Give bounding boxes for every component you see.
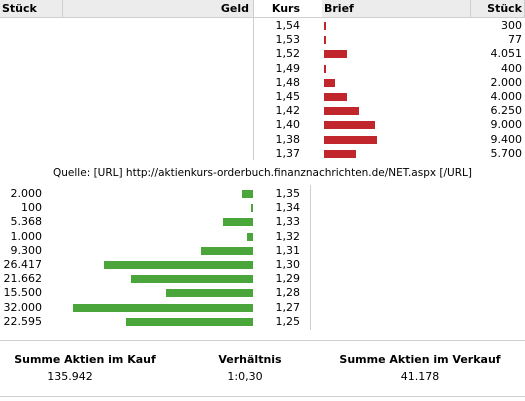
geld-kurs: 1,31: [275, 243, 301, 257]
brief-bar: [324, 135, 377, 144]
geld-kurs: 1,30: [275, 258, 301, 271]
divider: [62, 0, 63, 17]
geld-kurs: 1,29: [275, 272, 301, 286]
header-stueck-left: Stück: [2, 2, 37, 15]
brief-kurs: 1,42: [275, 104, 301, 118]
brief-bar: [324, 64, 326, 73]
brief-kurs: 1,49: [275, 61, 301, 75]
brief-stueck: 6.250: [490, 104, 523, 118]
summary-verkauf-value: 41.178: [400, 370, 440, 383]
header-brief: Brief: [324, 2, 354, 15]
geld-bar: [201, 246, 253, 255]
brief-kurs: 1,54: [275, 19, 301, 32]
brief-kurs: 1,38: [275, 132, 301, 146]
summary-kauf-label: Summe Aktien im Kauf: [14, 353, 156, 366]
brief-bar: [324, 78, 335, 87]
geld-bar: [247, 232, 253, 241]
divider: [0, 396, 525, 397]
geld-stueck: 22.595: [3, 314, 43, 328]
geld-kurs: 1,34: [275, 201, 301, 215]
brief-bar: [324, 121, 375, 130]
summary-verkauf-label: Summe Aktien im Verkauf: [339, 353, 501, 366]
brief-bar: [324, 107, 359, 116]
geld-stueck: 32.000: [3, 300, 43, 314]
brief-stueck: 2.000: [490, 75, 523, 89]
brief-kurs: 1,52: [275, 47, 301, 61]
divider: [470, 0, 471, 17]
geld-kurs: 1,25: [275, 314, 301, 328]
summary-ratio-label: Verhältnis: [218, 353, 282, 366]
geld-bar: [166, 289, 253, 298]
geld-stueck: 2.000: [10, 187, 43, 200]
brief-bar: [324, 93, 347, 101]
geld-kurs: 1,32: [275, 229, 301, 243]
geld-bar: [223, 218, 253, 227]
geld-bar: [104, 261, 253, 269]
header-stueck-right: Stück: [487, 2, 522, 15]
geld-stueck: 1.000: [10, 229, 43, 243]
geld-stueck: 9.300: [10, 243, 43, 257]
geld-stueck: 21.662: [3, 272, 43, 286]
brief-stueck: 4.051: [490, 47, 523, 61]
divider: [0, 17, 525, 18]
geld-bar: [251, 204, 253, 213]
summary-ratio-value: 1:0,30: [227, 370, 263, 383]
header-geld: Geld: [220, 2, 249, 15]
geld-bar: [73, 303, 253, 312]
brief-stueck: 4.000: [490, 90, 523, 103]
header-stueck-left-cell: Stück: [0, 0, 62, 17]
divider: [310, 185, 311, 330]
brief-kurs: 1,48: [275, 75, 301, 89]
header-brief-cell: Brief: [322, 0, 470, 17]
header-kurs: Kurs: [271, 2, 300, 15]
header-stueck-right-cell: Stück: [471, 0, 525, 17]
geld-kurs: 1,33: [275, 215, 301, 229]
brief-kurs: 1,45: [275, 90, 301, 103]
brief-kurs: 1,40: [275, 118, 301, 132]
source-text: Quelle: [URL] http://aktienkurs-orderbuc…: [53, 167, 472, 179]
geld-stueck: 15.500: [3, 286, 43, 300]
header-kurs-cell: Kurs: [254, 0, 302, 17]
geld-stueck: 26.417: [3, 258, 43, 271]
divider: [0, 340, 525, 341]
summary-kauf-value: 135.942: [47, 370, 93, 383]
brief-stueck: 300: [501, 19, 522, 32]
geld-kurs: 1,35: [275, 187, 301, 200]
geld-bar: [126, 317, 253, 326]
brief-stueck: 9.000: [490, 118, 523, 132]
brief-stueck: 9.400: [490, 132, 523, 146]
brief-stueck: 77: [508, 33, 522, 47]
brief-bar: [324, 22, 326, 30]
geld-bar: [242, 190, 253, 198]
brief-kurs: 1,53: [275, 33, 301, 47]
brief-bar: [324, 149, 356, 158]
header-geld-cell: Geld: [63, 0, 253, 17]
brief-kurs: 1,37: [275, 146, 301, 160]
divider: [253, 0, 254, 160]
geld-stueck: 100: [21, 201, 42, 215]
geld-stueck: 5.368: [10, 215, 43, 229]
brief-bar: [324, 50, 347, 59]
brief-bar: [324, 36, 326, 45]
geld-bar: [131, 275, 253, 284]
geld-kurs: 1,27: [275, 300, 301, 314]
brief-stueck: 5.700: [490, 146, 523, 160]
geld-kurs: 1,28: [275, 286, 301, 300]
brief-stueck: 400: [501, 61, 522, 75]
